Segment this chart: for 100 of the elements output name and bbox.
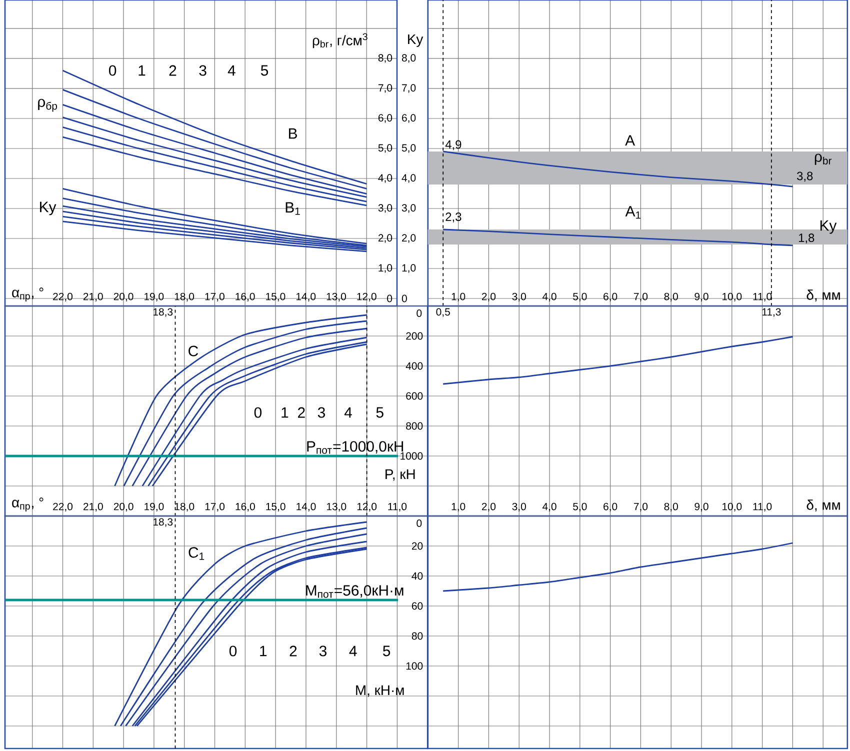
annotation: 4 [228,65,236,76]
annotation: C$_{1}$ [188,547,204,560]
y2-axis-title: Ky [408,34,424,47]
ref-line-label: M$_{пот}$=56,0кН·м [306,585,404,598]
annotation: 3,8 [796,172,813,182]
x-tick-label: 5,0 [573,502,587,512]
y-tick-label: 40 [412,572,423,580]
x-tick-label: 21,0 [83,292,103,302]
y-tick-label: 600 [406,392,423,400]
x-tick-label: 13,0 [326,292,346,302]
ref-line-label: 18,3 [153,518,173,527]
ref-line-label: P$_{пот}$=1000,0кН [307,441,404,454]
annotation: 2,3 [446,212,462,222]
x-tick-label: 20,0 [114,502,134,512]
y-tick-label: 4,0 [378,174,392,183]
ref-line-label: 0,5 [436,308,450,317]
x-axis-title: α$_{пр}$, ° [12,288,44,302]
annotation: 4,9 [445,140,462,150]
x-tick-label: 10,0 [722,292,742,302]
y-tick-label: 80 [412,632,423,640]
x-tick-label: 10,0 [722,502,742,512]
x-tick-label: 5,0 [573,292,587,302]
x-tick-label: 6,0 [604,292,618,302]
ref-line-label: 11,3 [762,308,781,317]
y-tick-label: 7,0 [378,84,392,93]
y-tick-label: 800 [406,422,423,430]
annotation: Ky [820,220,837,234]
annotation: Ky [40,202,56,216]
x-tick-label: 14,0 [296,292,316,302]
ref-line-label: 18,3 [153,308,173,317]
annotation: 0 [108,65,116,76]
x-tick-label: 22,0 [53,292,72,302]
x-tick-label: 9,0 [694,292,708,302]
x-axis-title: δ, мм [806,500,840,512]
x-tick-label: 22,0 [53,502,73,512]
x-axis-title: α$_{пр}$, ° [12,498,44,512]
y-tick-label: 20 [412,542,423,550]
annotation: A [625,135,636,146]
y-tick-label: 200 [406,332,423,340]
x-tick-label: 8,0 [664,502,678,512]
annotation: B$_{1}$ [286,202,300,215]
x-tick-label: 4,0 [542,502,556,512]
x-tick-label: 14,0 [296,502,316,512]
x-tick-label: 16,0 [236,292,255,302]
x-tick-label: 16,0 [236,502,255,512]
y-tick-label: 2,0 [378,234,392,243]
y-tick-label: 100 [406,662,423,670]
x-tick-label: 18,0 [174,502,194,512]
y-axis-title: P, кН [386,469,415,481]
y-tick-label: 6,0 [378,114,392,123]
x-tick-label: 12,0 [357,292,376,302]
y-tick-label: 1,0 [378,264,392,273]
annotation: 1,8 [798,234,814,244]
x-tick-label: 19,0 [144,292,164,302]
x-tick-label: 7,0 [634,292,648,302]
annotation: 5 [382,646,390,656]
y-axis-title: ρ$_{br}$, г/см$^{3}$ [312,33,368,48]
x-tick-label: 13,0 [327,502,346,512]
y-tick-label: 3,0 [378,204,392,213]
x-axis-title: δ, мм [806,290,840,302]
annotation: 1 [282,407,288,418]
annotation: 3 [199,65,206,76]
annotation: 2 [298,407,305,418]
x-tick-label: 11,0 [753,502,772,512]
annotation: 5 [376,407,384,418]
x-tick-label: 17,0 [205,292,224,302]
annotation: ρ$_{бр}$ [38,98,58,112]
x-tick-label: 1,0 [452,502,466,512]
x-tick-label: 11,0 [388,502,407,512]
annotation: 1 [260,646,267,656]
annotation: ρ$_{br}$ [814,154,832,165]
y-tick-label: 8,0 [378,54,392,63]
x-tick-label: 8,0 [664,292,678,302]
x-tick-label: 2,0 [482,292,496,302]
y-axis-title: M, кН·м [356,685,404,697]
x-tick-label: 2,0 [482,502,496,512]
y-tick-label: 60 [412,602,423,610]
annotation: 3 [319,646,327,656]
annotation: 0 [229,646,237,656]
annotation: 2 [290,646,297,656]
annotation: 3 [318,407,325,418]
annotation: 4 [344,407,352,418]
x-tick-label: 4,0 [542,292,556,302]
x-tick-label: 20,0 [114,292,134,302]
y-tick-label: 400 [406,362,423,370]
annotation: 5 [260,65,268,76]
y-tick-label: 5,0 [378,144,392,153]
annotation: C [188,346,198,356]
x-tick-label: 15,0 [266,292,286,302]
annotation: 4 [349,646,357,656]
y-tick-label: 1000 [400,452,423,460]
x-tick-label: 7,0 [634,502,648,512]
annotation: 1 [138,65,146,76]
x-tick-label: 6,0 [604,502,618,512]
y-tick-label: 0 [416,310,422,317]
x-tick-label: 3,0 [512,292,526,302]
x-tick-label: 12,0 [357,502,377,512]
x-tick-label: 1,0 [452,292,466,302]
x-tick-label: 18,0 [174,292,194,302]
y-tick-label: 0 [416,520,422,527]
